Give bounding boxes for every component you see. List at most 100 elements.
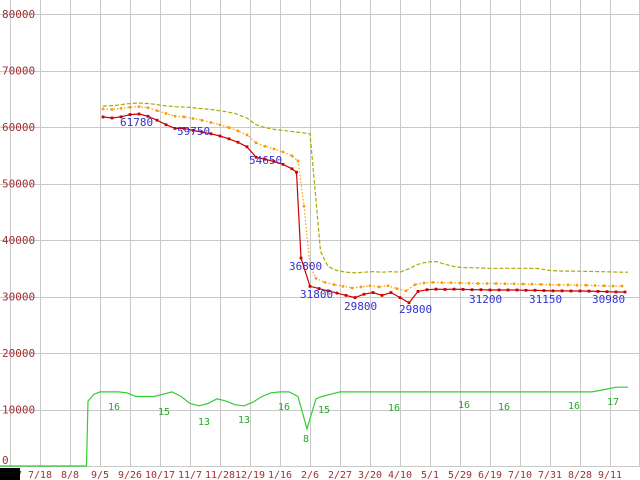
price-point-label: 29800: [344, 300, 377, 313]
data-point-marker: [521, 282, 525, 286]
data-point-marker: [479, 288, 483, 292]
data-point-marker: [377, 285, 381, 289]
data-point-marker: [476, 282, 480, 285]
data-point-marker: [575, 283, 579, 287]
data-point-marker: [485, 282, 489, 285]
data-point-marker: [191, 117, 195, 120]
x-axis-labels: 6/277/188/89/59/2610/1711/711/2812/191/1…: [0, 470, 622, 480]
data-point-marker: [422, 281, 426, 285]
data-point-marker: [470, 288, 474, 292]
x-axis-date-label: 9/26: [118, 470, 142, 480]
data-point-marker: [602, 284, 606, 288]
data-point-marker: [164, 112, 168, 115]
shop-count-label: 17: [607, 397, 619, 408]
data-point-marker: [386, 284, 390, 288]
y-axis-label: 80000: [2, 8, 35, 21]
data-point-marker: [452, 287, 456, 291]
x-axis-date-label: 4/10: [388, 470, 412, 480]
data-point-marker: [295, 170, 298, 174]
data-point-marker: [494, 282, 498, 285]
data-point-marker: [533, 288, 537, 292]
data-point-marker: [542, 289, 546, 292]
data-point-marker: [281, 150, 285, 154]
data-point-marker: [497, 288, 501, 292]
data-point-marker: [302, 204, 306, 208]
x-axis-date-label: 12/19: [235, 470, 265, 480]
y-axis-label: 20000: [2, 347, 35, 360]
data-point-marker: [137, 112, 141, 116]
shop-count-label: 16: [498, 402, 510, 413]
price-point-label: 30980: [592, 293, 625, 306]
data-point-marker: [281, 162, 285, 166]
x-axis-date-label: 5/1: [421, 470, 439, 480]
data-point-marker: [146, 106, 150, 110]
data-point-marker: [566, 283, 570, 287]
series-line-highest-price: [102, 102, 628, 274]
series-markers-average-price: [101, 105, 624, 293]
data-point-marker: [449, 281, 453, 285]
data-point-marker: [530, 282, 534, 286]
data-point-marker: [236, 140, 240, 144]
data-point-marker: [137, 105, 141, 109]
shop-count-label: 15: [158, 407, 170, 418]
data-point-marker: [551, 289, 555, 293]
data-point-marker: [458, 281, 462, 285]
data-point-marker: [200, 118, 204, 122]
price-point-label: 29800: [399, 303, 432, 316]
y-axis-label: 30000: [2, 291, 35, 304]
data-point-marker: [605, 290, 609, 294]
data-point-marker: [173, 127, 177, 130]
data-point-marker: [443, 288, 447, 291]
data-point-marker: [335, 291, 339, 295]
data-point-marker: [164, 123, 168, 127]
x-axis-date-label: 8/8: [61, 470, 79, 480]
data-point-marker: [389, 291, 393, 294]
price-point-label: 59750: [177, 125, 210, 138]
x-axis-date-label: 7/10: [508, 470, 532, 480]
data-point-marker: [407, 301, 411, 305]
data-point-marker: [308, 264, 312, 267]
price-point-label: 54650: [249, 154, 282, 167]
data-point-marker: [155, 109, 159, 113]
data-point-marker: [272, 160, 276, 163]
y-axis-label: 40000: [2, 234, 35, 247]
data-point-marker: [578, 289, 582, 293]
data-point-marker: [101, 115, 105, 119]
data-point-marker: [227, 137, 231, 141]
x-axis-date-label: 1/16: [268, 470, 292, 480]
shop-count-label: 16: [568, 401, 580, 412]
data-point-marker: [332, 283, 336, 287]
data-point-marker: [326, 289, 330, 293]
data-point-marker: [296, 159, 300, 163]
x-axis-date-label: 2/6: [301, 470, 319, 480]
series-markers-lowest-price: [101, 112, 627, 305]
y-axis-label: 60000: [2, 121, 35, 134]
data-point-marker: [245, 133, 249, 137]
data-point-marker: [434, 287, 438, 291]
data-point-marker: [227, 126, 231, 129]
data-point-marker: [488, 288, 492, 292]
data-point-marker: [146, 114, 150, 118]
shop-count-label: 13: [238, 415, 250, 426]
x-axis-date-label: 10/17: [145, 470, 175, 480]
data-point-marker: [308, 284, 312, 288]
x-axis-date-label: 7/31: [538, 470, 562, 480]
x-axis-date-label: 6/19: [478, 470, 502, 480]
data-point-marker: [398, 296, 402, 300]
price-point-label: 31150: [529, 293, 562, 306]
price-point-label: 36800: [289, 260, 322, 273]
y-axis-label: 0: [2, 454, 9, 467]
data-point-marker: [110, 108, 114, 111]
x-axis-date-label: 3/20: [358, 470, 382, 480]
shop-count-label: 16: [108, 402, 120, 413]
data-point-marker: [341, 284, 345, 288]
data-point-marker: [272, 147, 276, 151]
data-point-marker: [290, 154, 294, 158]
data-point-marker: [191, 128, 195, 132]
shop-count-label: 16: [458, 400, 470, 411]
shop-count-label: 16: [278, 402, 290, 413]
data-point-marker: [512, 282, 516, 286]
data-point-marker: [557, 283, 561, 287]
x-axis-date-label: 5/29: [448, 470, 472, 480]
